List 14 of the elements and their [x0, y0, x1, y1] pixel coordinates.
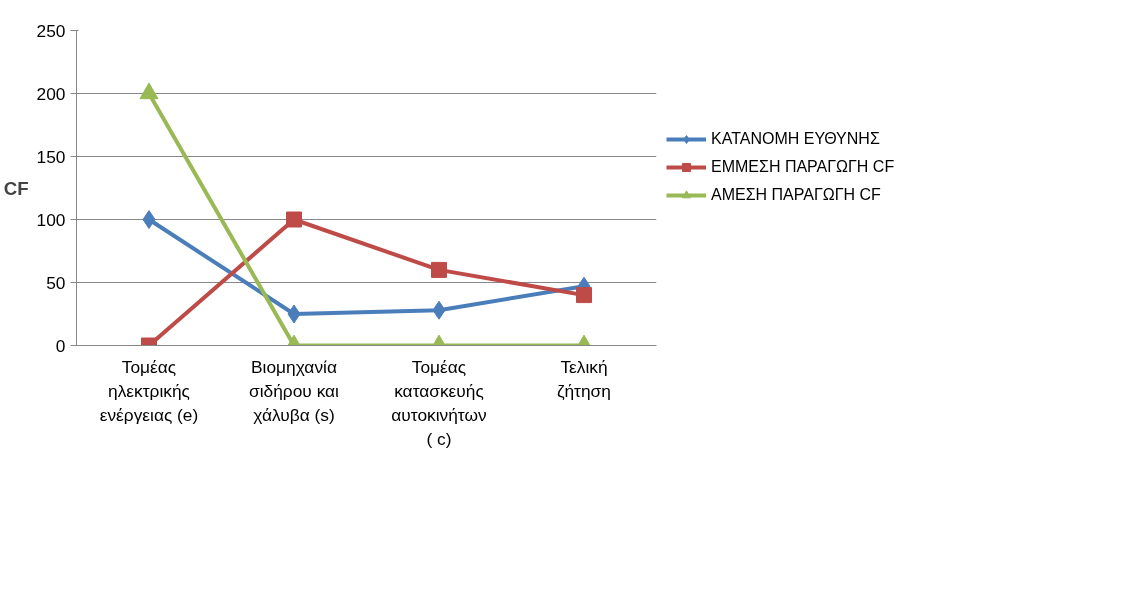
y-tick-label: 50 — [46, 272, 66, 293]
x-tick-label: Βιομηχανία σιδήρου και χάλυβα (s) — [249, 356, 340, 425]
legend-label: ΑΜΕΣΗ ΠΑΡΑΓΩΓΗ CF — [711, 186, 881, 204]
legend-label: ΕΜΜΕΣΗ ΠΑΡΑΓΩΓΗ CF — [711, 158, 895, 176]
x-tick-label: Τελική ζήτηση — [557, 356, 611, 401]
y-tick-label: 100 — [36, 209, 66, 230]
y-tick-label: 0 — [55, 335, 66, 356]
x-tick-label: Τομέας κατασκευής αυτοκινήτων ( c) — [391, 356, 487, 449]
y-tick-label: 150 — [36, 146, 66, 167]
y-tick-label: 250 — [36, 20, 66, 41]
y-axis-title: CF — [3, 177, 29, 199]
x-tick-label: Τομέας ηλεκτρικής ενέργειας (e) — [99, 356, 199, 425]
y-tick-label: 200 — [36, 83, 66, 104]
legend-label: ΚΑΤΑΝΟΜΗ ΕΥΘΥΝΗΣ — [711, 130, 880, 148]
